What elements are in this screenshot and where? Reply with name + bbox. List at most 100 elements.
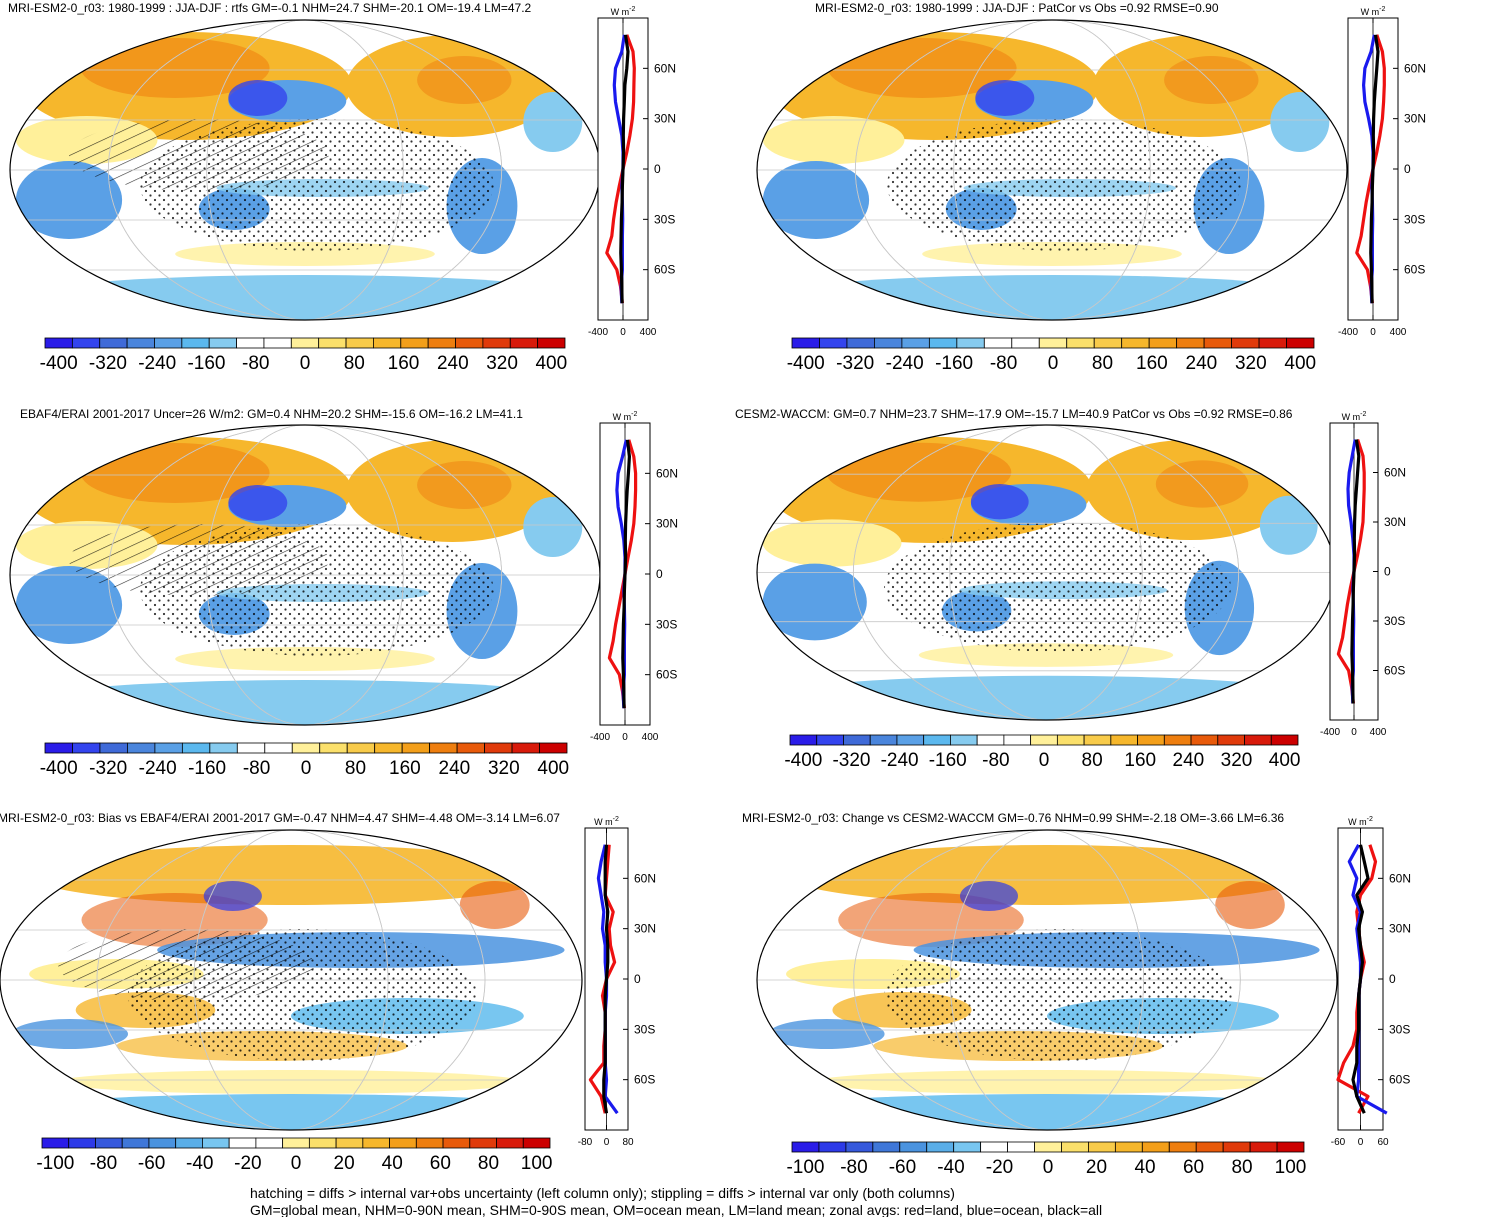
colorbar-tick-label: 160 xyxy=(1124,750,1156,771)
colorbar-box xyxy=(869,734,898,746)
colorbar-box xyxy=(1195,1141,1224,1153)
colorbar-tick-label: 40 xyxy=(1134,1157,1155,1178)
zonal-unit-label: W m-2 xyxy=(1342,411,1367,422)
colorbar-tick-label: 80 xyxy=(1082,750,1103,771)
zonal-x-tick-label: 400 xyxy=(642,732,659,743)
colorbar-box xyxy=(923,734,951,746)
lat-tick-label: 30N xyxy=(1404,112,1426,126)
colorbar-box xyxy=(427,337,456,349)
colorbar-box xyxy=(415,1137,444,1149)
colorbar-box xyxy=(482,337,511,349)
panel-3: 60N 30N 0 30S 60S -400 0 400 W m-2 -400 -320 -240 -1… xyxy=(9,407,678,779)
colorbar-tick-label: 160 xyxy=(389,758,421,779)
map-outline xyxy=(756,829,1338,1131)
colorbar-box xyxy=(291,742,321,754)
colorbar-tick-label: 400 xyxy=(1284,353,1316,374)
lat-tick-label: 30N xyxy=(654,112,676,126)
colorbar-box xyxy=(484,742,513,754)
zonal-unit-label: W m-2 xyxy=(613,411,638,422)
zonal-x-tick-label: -80 xyxy=(578,1137,593,1148)
colorbar-box xyxy=(791,337,820,349)
zonal-line-all xyxy=(1351,844,1370,1114)
colorbar-tick-label: 320 xyxy=(488,758,520,779)
colorbar-tick-label: 400 xyxy=(1269,750,1301,771)
map-field xyxy=(0,830,582,1130)
map-outline xyxy=(0,829,583,1131)
colorbar-box xyxy=(1222,1141,1251,1153)
zonal-x-tick-label: 0 xyxy=(622,732,628,743)
colorbar-box xyxy=(319,742,348,754)
colorbar-tick-label: 240 xyxy=(1186,353,1218,374)
colorbar-tick-label: -320 xyxy=(89,758,127,779)
colorbar-tick-label: 60 xyxy=(430,1153,451,1174)
colorbar-tick-label: 400 xyxy=(535,353,567,374)
colorbar-box xyxy=(983,337,1013,349)
panel-title: CESM2-WACCM: GM=0.7 NHM=23.7 SHM=-17.9 O… xyxy=(735,407,1293,421)
colorbar-tick-label: -160 xyxy=(929,750,967,771)
colorbar-box xyxy=(496,1137,524,1149)
colorbar-box xyxy=(374,742,403,754)
colorbar-tick-label: -400 xyxy=(787,353,825,374)
colorbar-box xyxy=(1088,1141,1116,1153)
colorbar-box xyxy=(95,1137,123,1149)
zonal-mean-plot: 60N 30N 0 30S 60S -400 0 400 W m-2 xyxy=(588,6,676,338)
colorbar-tick-label: -160 xyxy=(935,353,973,374)
zonal-line-all xyxy=(619,34,630,304)
lat-tick-label: 60S xyxy=(634,1073,655,1087)
colorbar-box xyxy=(1011,337,1040,349)
colorbar-tick-label: -400 xyxy=(40,758,78,779)
colorbar-tick-label: -60 xyxy=(889,1157,916,1178)
zonal-x-tick-label: -400 xyxy=(588,327,608,338)
colorbar-box xyxy=(41,1137,70,1149)
colorbar-box xyxy=(950,734,978,746)
colorbar-box xyxy=(926,1141,955,1153)
colorbar-tick-label: -320 xyxy=(832,750,870,771)
colorbar-box xyxy=(228,1137,257,1149)
lat-tick-label: 60N xyxy=(656,466,678,480)
colorbar-box xyxy=(1114,1141,1143,1153)
lat-tick-label: 60S xyxy=(1404,263,1425,277)
lat-tick-label: 0 xyxy=(1389,972,1396,986)
lat-tick-label: 30N xyxy=(656,517,678,531)
colorbar-tick-label: 80 xyxy=(344,353,365,374)
colorbar-tick-label: 0 xyxy=(1043,1157,1054,1178)
colorbar-tick-label: -80 xyxy=(990,353,1017,374)
colorbar-box xyxy=(335,1137,364,1149)
colorbar-box xyxy=(956,337,985,349)
colorbar-box xyxy=(181,742,211,754)
colorbar-tick-label: 0 xyxy=(291,1153,302,1174)
colorbar-box xyxy=(509,337,539,349)
colorbar-tick-label: 0 xyxy=(1039,750,1050,771)
colorbar-box xyxy=(264,742,293,754)
colorbar-box xyxy=(1056,734,1085,746)
colorbar-tick-label: -60 xyxy=(138,1153,165,1174)
zonal-x-tick-label: 0 xyxy=(604,1137,610,1148)
colorbar-box xyxy=(818,1141,847,1153)
colorbar-box xyxy=(209,742,238,754)
colorbar-box xyxy=(346,742,376,754)
colorbar-box xyxy=(1168,1141,1197,1153)
colorbar-box xyxy=(1141,1141,1170,1153)
colorbar-box xyxy=(442,1137,471,1149)
colorbar-box xyxy=(1244,734,1272,746)
zonal-unit-label: W m-2 xyxy=(1361,6,1386,17)
colorbar-tick-label: -100 xyxy=(36,1153,74,1174)
lat-tick-label: 30S xyxy=(654,212,675,226)
colorbar-box xyxy=(896,734,925,746)
colorbar: -400 -320 -240 -160 -80 0 80 160 240 320 400 xyxy=(40,742,569,779)
colorbar-tick-label: -80 xyxy=(90,1153,117,1174)
colorbar-tick-label: -80 xyxy=(840,1157,867,1178)
lat-tick-label: 60N xyxy=(1404,61,1426,75)
colorbar-box xyxy=(175,1137,203,1149)
map-outline xyxy=(756,19,1348,321)
colorbar-box xyxy=(1003,734,1032,746)
colorbar-box xyxy=(1203,337,1232,349)
zonal-line-all xyxy=(602,844,610,1114)
colorbar-box xyxy=(511,742,540,754)
colorbar-box xyxy=(1034,1141,1062,1153)
colorbar-box xyxy=(1137,734,1165,746)
colorbar-box xyxy=(263,337,292,349)
colorbar-tick-label: 240 xyxy=(437,353,469,374)
colorbar-box xyxy=(127,742,156,754)
zonal-unit-label: W m-2 xyxy=(611,6,636,17)
